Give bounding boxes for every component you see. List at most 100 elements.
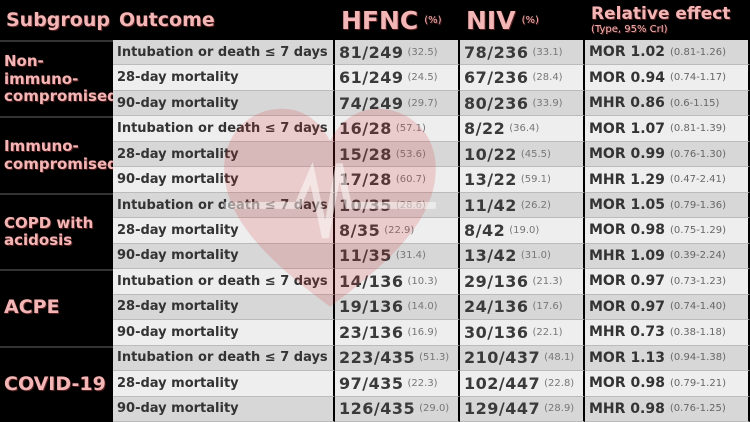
- count-text: 11/35: [339, 246, 392, 266]
- header-text: Subgroup: [6, 9, 110, 31]
- count-text: 8/22: [464, 119, 506, 139]
- percent-text: (28.9): [544, 403, 575, 415]
- outcome-text: 28-day mortality: [117, 299, 239, 315]
- effect-text: MHR 0.73: [589, 324, 665, 341]
- effect-cell: MHR 0.73 (0.38-1.18): [585, 320, 750, 346]
- outcome-text: 90-day mortality: [117, 95, 239, 111]
- ci-text: (0.38-1.18): [669, 326, 726, 338]
- count-text: 80/236: [464, 93, 529, 113]
- count-cell: 13/42 (31.0): [460, 243, 585, 270]
- outcome-text: Intubation or death ≤ 7 days: [117, 121, 328, 137]
- count-cell: 102/447 (22.8): [460, 371, 585, 397]
- outcome-text: 90-day mortality: [117, 324, 239, 340]
- count-cell: 13/22 (59.1): [460, 167, 585, 193]
- percent-text: (21.3): [532, 275, 563, 287]
- outcome-text: Intubation or death ≤ 7 days: [117, 44, 328, 60]
- effect-text: MOR 1.13: [589, 349, 666, 366]
- percent-text: (31.0): [520, 250, 551, 262]
- header-unit: (%): [521, 14, 539, 26]
- percent-text: (48.1): [544, 352, 575, 364]
- count-cell: 30/136 (22.1): [460, 320, 585, 346]
- count-cell: 11/35 (31.4): [335, 243, 460, 270]
- percent-text: (28.6): [395, 199, 426, 211]
- count-text: 13/22: [464, 170, 517, 190]
- percent-text: (57.1): [395, 123, 426, 135]
- count-cell: 61/249 (24.5): [335, 65, 460, 91]
- count-text: 29/136: [464, 271, 529, 291]
- outcome-cell: 28-day mortality: [113, 371, 335, 397]
- effect-cell: MOR 1.07 (0.81-1.39): [585, 116, 750, 142]
- count-cell: 10/35 (28.6): [335, 192, 460, 219]
- ci-text: (0.94-1.38): [670, 352, 726, 364]
- count-text: 15/28: [339, 144, 392, 164]
- percent-text: (60.7): [395, 174, 426, 186]
- ci-text: (0.79-1.36): [670, 199, 726, 211]
- count-text: 223/435: [339, 348, 416, 368]
- count-cell: 29/136 (21.3): [460, 269, 585, 295]
- percent-text: (14.0): [407, 301, 438, 313]
- effect-text: MOR 0.98: [589, 375, 666, 392]
- outcome-text: 28-day mortality: [117, 375, 239, 391]
- effect-cell: MOR 0.97 (0.73-1.23): [585, 269, 750, 295]
- count-text: 16/28: [339, 119, 392, 139]
- effect-text: MOR 1.07: [589, 120, 666, 137]
- percent-text: (31.4): [395, 250, 426, 262]
- count-text: 67/236: [464, 68, 529, 88]
- count-cell: 17/28 (60.7): [335, 167, 460, 193]
- effect-text: MOR 0.99: [589, 146, 666, 163]
- header-text: Outcome: [119, 9, 215, 31]
- count-cell: 19/136 (14.0): [335, 294, 460, 321]
- effect-cell: MOR 0.99 (0.76-1.30): [585, 141, 750, 168]
- ci-text: (0.81-1.26): [670, 46, 726, 58]
- effect-text: MOR 0.98: [589, 222, 666, 239]
- count-cell: 15/28 (53.6): [335, 141, 460, 168]
- outcome-text: 28-day mortality: [117, 70, 239, 86]
- effect-text: MOR 1.05: [589, 197, 666, 214]
- count-text: 61/249: [339, 68, 404, 88]
- count-cell: 129/447 (28.9): [460, 396, 585, 422]
- outcome-text: 90-day mortality: [117, 172, 239, 188]
- effect-cell: MHR 0.86 (0.6-1.15): [585, 90, 750, 117]
- count-cell: 223/435 (51.3): [335, 345, 460, 372]
- percent-text: (28.4): [532, 72, 563, 84]
- ci-text: (0.47-2.41): [669, 174, 726, 186]
- subgroup-name: COPD with acidosis: [4, 213, 94, 249]
- ci-text: (0.74-1.40): [670, 301, 726, 313]
- outcome-cell: 28-day mortality: [113, 65, 335, 91]
- effect-text: MHR 0.98: [589, 400, 665, 417]
- ci-text: (0.76-1.30): [670, 148, 726, 160]
- count-cell: 14/136 (10.3): [335, 269, 460, 295]
- subgroup-name: COVID-19: [4, 372, 106, 395]
- count-cell: 16/28 (57.1): [335, 116, 460, 142]
- count-text: 81/249: [339, 42, 404, 62]
- effect-cell: MOR 1.02 (0.81-1.26): [585, 40, 750, 66]
- count-cell: 8/22 (36.4): [460, 116, 585, 142]
- effect-cell: MOR 0.97 (0.74-1.40): [585, 294, 750, 321]
- effect-text: MOR 0.97: [589, 298, 666, 315]
- outcome-cell: 28-day mortality: [113, 218, 335, 244]
- percent-text: (16.9): [407, 326, 438, 338]
- count-cell: 78/236 (33.1): [460, 40, 585, 66]
- header-unit: (Type, 95% CrI): [591, 23, 668, 35]
- outcome-text: Intubation or death ≤ 7 days: [117, 350, 328, 366]
- count-cell: 126/435 (29.0): [335, 396, 460, 422]
- count-cell: 210/437 (48.1): [460, 345, 585, 372]
- percent-text: (33.9): [532, 97, 563, 109]
- outcome-text: 90-day mortality: [117, 401, 239, 417]
- effect-text: MHR 1.09: [589, 247, 665, 264]
- effect-text: MOR 0.97: [589, 273, 666, 290]
- count-cell: 81/249 (32.5): [335, 40, 460, 66]
- subgroup-cell: ACPE: [0, 269, 113, 345]
- percent-text: (59.1): [520, 174, 551, 186]
- count-cell: 97/435 (22.3): [335, 371, 460, 397]
- header-text: Relative effect: [591, 3, 731, 24]
- outcome-cell: 28-day mortality: [113, 141, 335, 168]
- percent-text: (19.0): [509, 224, 540, 236]
- subgroup-name: Immuno-compromised: [4, 137, 113, 173]
- header-cell: Subgroup: [0, 0, 113, 40]
- count-text: 78/236: [464, 42, 529, 62]
- header-cell: Relative effect (Type, 95% CrI): [585, 0, 750, 40]
- effect-cell: MOR 0.98 (0.75-1.29): [585, 218, 750, 244]
- count-text: 129/447: [464, 399, 541, 419]
- count-text: 14/136: [339, 271, 404, 291]
